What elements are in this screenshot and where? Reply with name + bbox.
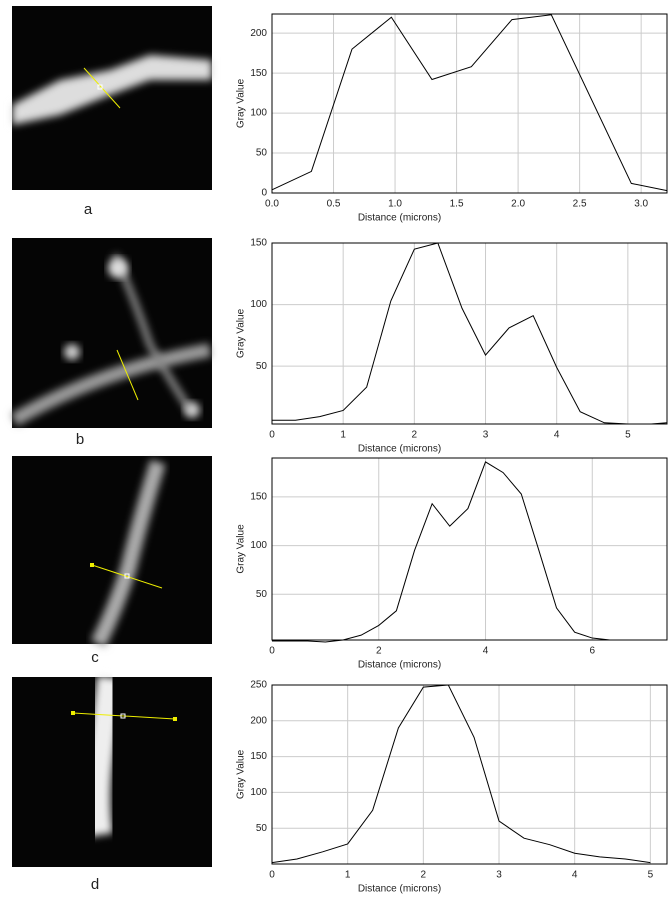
micrograph-d — [12, 675, 212, 867]
x-tick-label: 4 — [554, 430, 560, 441]
y-axis-label: Gray Value — [236, 749, 247, 799]
y-tick-label: 200 — [250, 715, 267, 726]
profile-line — [272, 461, 629, 643]
plot-frame — [271, 242, 668, 425]
x-tick-label: 3 — [483, 430, 489, 441]
x-tick-label: 2.0 — [511, 199, 525, 210]
x-tick-label: 6 — [589, 646, 595, 657]
x-tick-label: 0 — [269, 430, 275, 441]
y-tick-label: 150 — [250, 238, 267, 249]
plot-frame — [271, 684, 668, 865]
x-axis-label: Distance (microns) — [358, 444, 441, 455]
x-axis-label: Distance (microns) — [358, 213, 441, 224]
x-tick-label: 0.5 — [327, 199, 341, 210]
y-tick-label: 150 — [250, 751, 267, 762]
plot-frame — [271, 13, 668, 194]
y-tick-label: 50 — [256, 589, 268, 600]
x-axis-label: Distance (microns) — [358, 884, 441, 895]
y-tick-label: 250 — [250, 680, 267, 691]
x-tick-label: 1.0 — [388, 199, 402, 210]
panel-label: d — [91, 876, 99, 893]
y-tick-label: 50 — [256, 361, 268, 372]
panel-label: a — [84, 201, 93, 218]
x-tick-label: 4 — [572, 870, 578, 881]
x-tick-label: 4 — [483, 646, 489, 657]
x-tick-label: 1 — [345, 870, 351, 881]
y-tick-label: 150 — [250, 492, 267, 503]
profile-line — [271, 14, 668, 192]
y-tick-label: 100 — [250, 787, 267, 798]
y-tick-label: 50 — [256, 823, 268, 834]
x-tick-label: 1 — [340, 430, 346, 441]
x-tick-label: 5 — [625, 430, 631, 441]
profile-line — [272, 242, 668, 425]
y-tick-label: 100 — [250, 299, 267, 310]
x-tick-label: 2.5 — [573, 199, 587, 210]
profile-line — [271, 684, 651, 864]
x-tick-label: 3.0 — [634, 199, 648, 210]
x-tick-label: 1.5 — [450, 199, 464, 210]
x-tick-label: 2 — [376, 646, 382, 657]
x-tick-label: 2 — [412, 430, 418, 441]
micrograph-c — [12, 456, 212, 648]
y-tick-label: 200 — [250, 28, 267, 39]
y-tick-label: 100 — [250, 540, 267, 551]
y-axis-label: Gray Value — [236, 308, 247, 358]
plot-frame — [271, 457, 668, 641]
y-tick-label: 50 — [256, 148, 268, 159]
y-axis-label: Gray Value — [236, 78, 247, 128]
x-tick-label: 5 — [648, 870, 654, 881]
x-tick-label: 0.0 — [265, 199, 279, 210]
panel-label: b — [76, 431, 84, 448]
x-axis-label: Distance (microns) — [358, 660, 441, 671]
panel-label: c — [91, 649, 99, 666]
x-tick-label: 0 — [269, 870, 275, 881]
x-tick-label: 2 — [421, 870, 427, 881]
y-tick-label: 100 — [250, 108, 267, 119]
y-tick-label: 0 — [261, 188, 267, 199]
x-tick-label: 3 — [496, 870, 502, 881]
y-axis-label: Gray Value — [236, 524, 247, 574]
x-tick-label: 0 — [269, 646, 275, 657]
micrograph-a — [12, 6, 212, 190]
y-tick-label: 150 — [250, 68, 267, 79]
micrograph-b — [10, 238, 212, 428]
